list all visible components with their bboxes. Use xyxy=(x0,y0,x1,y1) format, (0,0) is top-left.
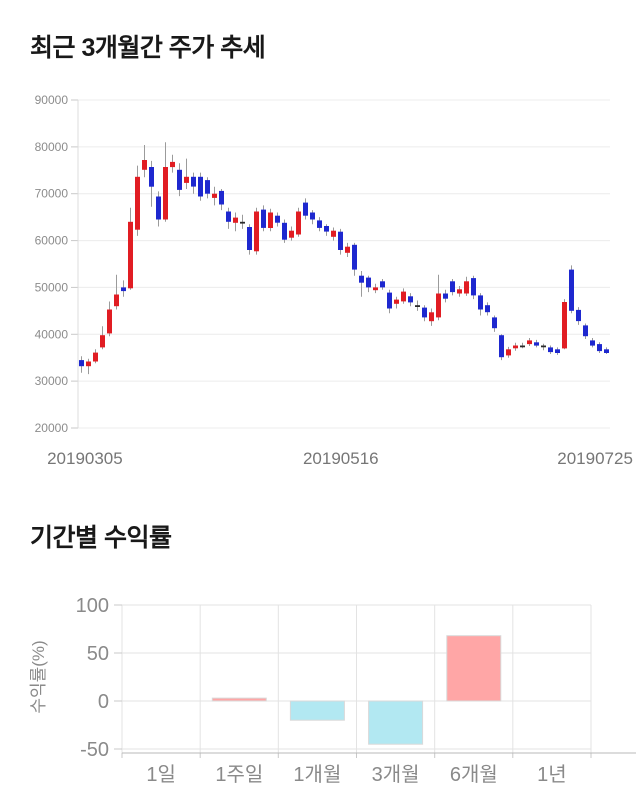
bars xyxy=(211,635,502,745)
svg-text:6개월: 6개월 xyxy=(450,763,498,786)
svg-text:70000: 70000 xyxy=(35,187,69,201)
x-axis-labels: 20190305 20190516 20190725 xyxy=(47,449,633,468)
returns-chart-title: 기간별 수익률 xyxy=(30,524,172,552)
category-labels: 1일 1주일 1개월 3개월 6개월 1년 xyxy=(146,763,566,786)
svg-text:80000: 80000 xyxy=(35,140,69,154)
svg-text:1개월: 1개월 xyxy=(293,763,341,786)
svg-text:30000: 30000 xyxy=(35,374,69,388)
svg-text:90000: 90000 xyxy=(35,93,69,107)
svg-text:60000: 60000 xyxy=(35,234,69,248)
price-chart-title: 최근 3개월간 주가 추세 xyxy=(30,34,266,62)
svg-text:0: 0 xyxy=(98,691,109,713)
y-axis-title: 수익률(%) xyxy=(29,640,48,713)
svg-text:50000: 50000 xyxy=(35,280,69,294)
candlestick-chart: 90000 80000 70000 60000 50000 40000 30000 20000… xyxy=(35,93,633,468)
svg-text:20190516: 20190516 xyxy=(303,449,379,468)
svg-text:40000: 40000 xyxy=(35,327,69,341)
svg-text:20190305: 20190305 xyxy=(47,449,123,468)
svg-text:-50: -50 xyxy=(80,739,109,761)
candles xyxy=(79,142,609,375)
svg-text:50: 50 xyxy=(87,643,109,665)
svg-text:3개월: 3개월 xyxy=(372,763,420,786)
svg-text:20190725: 20190725 xyxy=(557,449,633,468)
y-grid: 90000 80000 70000 60000 50000 40000 30000 20000 xyxy=(35,93,610,435)
svg-text:1일: 1일 xyxy=(146,763,176,786)
svg-text:1주일: 1주일 xyxy=(215,763,263,786)
grid: 100 50 0 -50 xyxy=(76,595,592,761)
svg-text:1년: 1년 xyxy=(537,763,567,786)
svg-text:100: 100 xyxy=(76,595,109,617)
returns-bar-chart: 100 50 0 -50 1일 1주일 1개월 3개월 6개월 1년 수익률(%) xyxy=(29,595,636,786)
svg-text:20000: 20000 xyxy=(35,421,69,435)
